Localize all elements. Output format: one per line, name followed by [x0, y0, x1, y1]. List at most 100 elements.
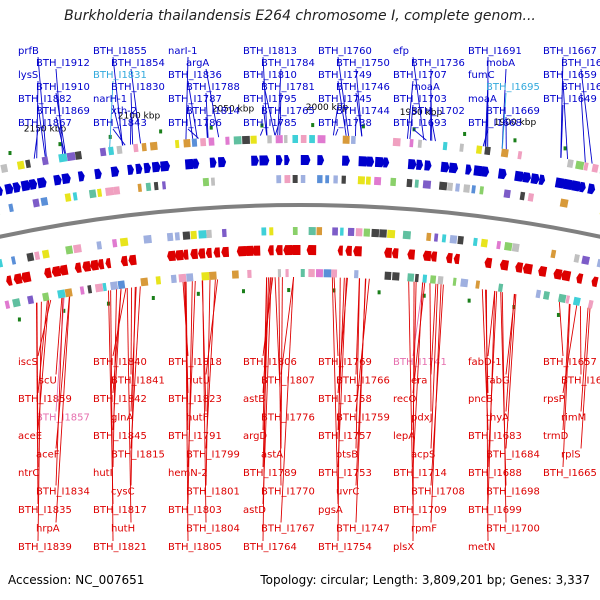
feature-block-inner — [565, 295, 571, 304]
gene-label-plus: argA — [186, 58, 209, 69]
gene-label-minus: hutU — [186, 376, 210, 387]
scale-label: 2000 kbp — [306, 103, 349, 113]
feature-block-minus — [26, 252, 35, 262]
gene-label-plus: prfB — [18, 46, 39, 57]
connector-line-minus — [487, 290, 496, 505]
gene-arrow-plus — [4, 183, 14, 195]
gene-arrow-minus — [422, 250, 432, 262]
accession-text: Accession: NC_007651 — [8, 573, 145, 587]
connector-line-minus — [36, 302, 39, 505]
gene-label-minus: hrpA — [36, 524, 60, 535]
gene-arrow-minus — [74, 262, 82, 273]
gene-arrow-plus — [530, 173, 540, 185]
connector-line-minus — [430, 283, 439, 449]
gene-arrow-minus — [275, 245, 283, 256]
connector-line-plus — [580, 68, 593, 164]
gene-label-minus: BTH_I1803 — [168, 505, 222, 516]
feature-block-inner — [201, 272, 210, 281]
gene-arrow-plus — [383, 157, 390, 168]
feature-block-outer — [25, 159, 32, 169]
feature-block-outer — [309, 135, 315, 144]
gene-label-minus: BTH_I1766 — [336, 376, 390, 387]
feature-block-plus — [406, 178, 413, 188]
feature-block-outer — [225, 136, 230, 145]
feature-block-minus — [174, 232, 180, 241]
gene-arrow-minus — [213, 247, 221, 258]
connector-line-plus — [205, 116, 208, 138]
gene-arrow-minus — [97, 258, 105, 270]
gene-arrow-plus — [481, 166, 490, 177]
feature-block-plus — [325, 175, 330, 184]
feature-block-inner — [422, 274, 428, 283]
gene-label-minus: iscS — [18, 357, 38, 368]
gene-arrow-minus — [337, 245, 343, 256]
gene-label-plus: BTH_I1703 — [393, 94, 447, 105]
scale-label: 2100 kbp — [118, 111, 161, 121]
gene-arrow-plus — [110, 166, 120, 178]
gene-arrow-minus — [252, 245, 261, 256]
connector-line-minus — [331, 277, 339, 505]
gene-arrow-plus — [579, 181, 586, 193]
feature-block-outer — [284, 135, 288, 144]
gene-arrow-plus — [217, 156, 227, 168]
connector-line-minus — [505, 294, 517, 449]
gene-arrow-plus — [358, 156, 369, 167]
gene-arrow-minus — [174, 249, 184, 261]
gene-arrow-plus — [497, 168, 507, 180]
feature-block-minus — [190, 230, 197, 240]
gene-label-minus: BTH_I1834 — [36, 487, 90, 498]
scale-label: 2050 kbp — [212, 104, 255, 114]
connector-line-plus — [262, 104, 268, 136]
connector-line-minus — [333, 277, 339, 357]
gene-label-minus: BTH_I1753 — [318, 468, 372, 479]
gene-label-minus: BTH_I1764 — [243, 542, 297, 553]
connector-line-minus — [337, 277, 341, 542]
connector-line-minus — [430, 283, 437, 375]
gene-arrow-plus — [12, 182, 21, 193]
feature-block-minus — [596, 258, 600, 268]
feature-block-outer — [66, 151, 76, 162]
gene-arrow-plus — [440, 161, 450, 173]
connector-line-plus — [262, 56, 268, 136]
connector-line-minus — [112, 289, 117, 468]
gene-label-minus: BTH_I1767 — [261, 524, 315, 535]
gene-label-minus: BTH_I1776 — [261, 413, 315, 424]
feature-block-minus — [308, 227, 316, 236]
feature-block-minus — [0, 258, 4, 268]
feature-block-minus — [112, 238, 118, 248]
gene-arrow-plus — [184, 158, 196, 170]
connector-line-minus — [37, 300, 48, 394]
gene-arrow-minus — [430, 251, 438, 262]
connector-line-plus — [185, 56, 189, 140]
connector-line-minus — [130, 286, 136, 486]
position-tick — [467, 298, 471, 303]
gene-label-minus: hutI — [93, 468, 113, 479]
gene-arrow-minus — [105, 258, 112, 269]
gene-arrow-plus — [160, 160, 171, 172]
feature-block-plus — [161, 181, 167, 190]
connector-line-plus — [205, 68, 220, 138]
feature-block-minus — [41, 249, 50, 259]
feature-block-inner — [535, 289, 542, 299]
gene-arrow-minus — [576, 273, 584, 284]
connector-line-minus — [579, 306, 582, 375]
gene-label-plus: BTH_I1649 — [543, 94, 597, 105]
feature-block-minus — [511, 243, 520, 253]
feature-block-minus — [340, 227, 344, 236]
connector-line-minus — [580, 307, 589, 412]
feature-block-inner — [102, 282, 107, 292]
feature-block-minus — [269, 227, 274, 236]
feature-block-minus — [221, 228, 227, 238]
feature-block-minus — [198, 230, 207, 239]
connector-line-plus — [112, 104, 124, 146]
feature-block-minus — [550, 249, 557, 259]
position-tick — [241, 289, 245, 294]
connector-line-minus — [55, 297, 65, 412]
feature-block-plus — [284, 175, 291, 184]
gene-label-minus: BTH_I1859 — [18, 394, 72, 405]
gene-label-minus: BTH_I1714 — [393, 468, 447, 479]
gene-label-plus: BTH_I1760 — [318, 46, 372, 57]
gene-label-minus: otsB — [336, 450, 358, 461]
position-tick — [563, 146, 567, 151]
